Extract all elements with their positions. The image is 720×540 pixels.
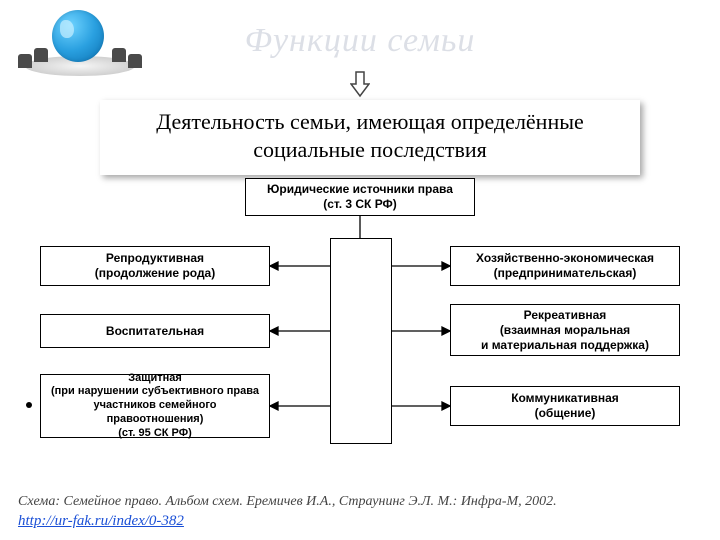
left-box-2: Воспитательная bbox=[40, 314, 270, 348]
left-box-3: Защитная(при нарушении субъективного пра… bbox=[40, 374, 270, 438]
diagram-center-bar bbox=[330, 238, 392, 444]
bullet-dot bbox=[26, 402, 32, 408]
diagram-top-box: Юридические источники права(ст. 3 СК РФ) bbox=[245, 178, 475, 216]
definition-card: Деятельность семьи, имеющая определённые… bbox=[100, 100, 640, 175]
page-title-watermark: Функции семьи bbox=[0, 22, 720, 60]
down-arrow-icon bbox=[350, 70, 370, 98]
right-box-1: Хозяйственно-экономическая(предпринимате… bbox=[450, 246, 680, 286]
diagram-area: Юридические источники права(ст. 3 СК РФ)… bbox=[20, 176, 700, 476]
left-box-1: Репродуктивная(продолжение рода) bbox=[40, 246, 270, 286]
definition-line1: Деятельность семьи, имеющая определённые bbox=[156, 109, 584, 134]
definition-line2: социальные последствия bbox=[253, 137, 487, 162]
right-box-3: Коммуникативная(общение) bbox=[450, 386, 680, 426]
source-caption: Схема: Семейное право. Альбом схем. Ерем… bbox=[18, 494, 557, 510]
source-link[interactable]: http://ur-fak.ru/index/0-382 bbox=[18, 513, 184, 530]
right-box-2: Рекреативная(взаимная моральнаяи материа… bbox=[450, 304, 680, 356]
